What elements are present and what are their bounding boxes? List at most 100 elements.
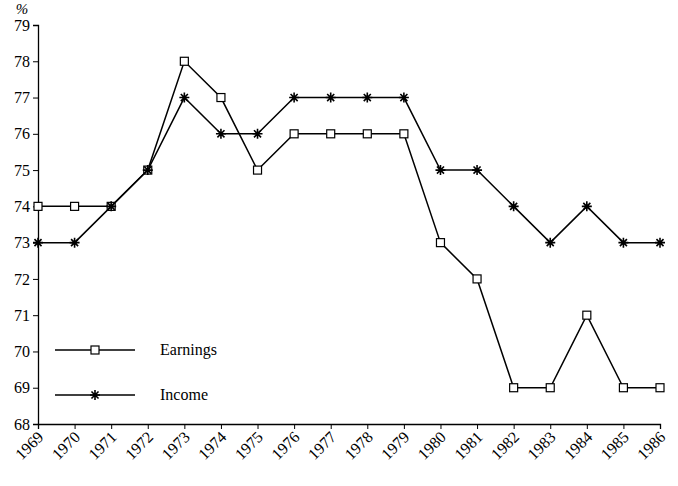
x-tick-mark xyxy=(587,424,588,429)
series-marker xyxy=(582,201,592,211)
series-marker xyxy=(327,130,335,138)
y-axis: 686970717273747576777879 xyxy=(14,17,39,433)
series-marker xyxy=(216,129,226,139)
y-tick-mark xyxy=(33,315,38,316)
series-marker xyxy=(33,238,43,248)
x-tick-label: 1986 xyxy=(634,428,669,463)
series-marker xyxy=(362,93,372,103)
x-tick-label: 1974 xyxy=(195,428,230,463)
x-tick: 1973 xyxy=(158,424,193,463)
series-marker xyxy=(473,275,481,283)
x-tick-label: 1982 xyxy=(488,428,523,463)
x-axis-line xyxy=(39,425,661,430)
series-marker xyxy=(546,384,554,392)
y-tick: 76 xyxy=(14,125,38,142)
x-tick-mark xyxy=(367,424,368,429)
series-marker xyxy=(510,384,518,392)
x-tick-label: 1969 xyxy=(12,428,47,463)
series-marker xyxy=(106,201,116,211)
x-tick-mark xyxy=(514,424,515,429)
x-tick-mark xyxy=(75,424,76,429)
x-tick: 1986 xyxy=(634,424,669,463)
legend-label: Earnings xyxy=(160,341,217,359)
legend-marker xyxy=(90,390,100,400)
series-marker xyxy=(618,238,628,248)
x-tick-mark xyxy=(440,424,441,429)
x-tick-label: 1983 xyxy=(524,428,559,463)
x-tick: 1972 xyxy=(122,424,157,463)
series-marker xyxy=(545,238,555,248)
x-tick-label: 1977 xyxy=(305,428,340,463)
x-tick: 1979 xyxy=(378,424,413,463)
series-marker xyxy=(217,94,225,102)
y-tick-label: 78 xyxy=(14,53,30,70)
series-marker xyxy=(144,166,152,174)
x-tick-label: 1973 xyxy=(158,428,193,463)
series-line xyxy=(38,98,660,243)
x-tick-label: 1971 xyxy=(85,428,120,463)
y-tick: 77 xyxy=(14,89,38,106)
y-tick-mark xyxy=(33,424,38,425)
legend: Earnings Income xyxy=(55,341,217,403)
x-axis: 1969197019711972197319741975197619771978… xyxy=(12,424,669,463)
x-tick-mark xyxy=(38,424,39,429)
y-tick-label: 72 xyxy=(14,271,30,288)
x-tick: 1969 xyxy=(12,424,47,463)
series-marker xyxy=(655,238,665,248)
x-tick-mark xyxy=(550,424,551,429)
y-tick: 72 xyxy=(14,271,38,288)
series-marker xyxy=(399,93,409,103)
x-tick: 1980 xyxy=(414,424,449,463)
y-tick-label: 75 xyxy=(14,162,30,179)
x-tick: 1975 xyxy=(232,424,267,463)
x-tick-mark xyxy=(294,424,295,429)
x-tick-mark xyxy=(184,424,185,429)
x-tick: 1985 xyxy=(597,424,632,463)
series-marker xyxy=(583,311,591,319)
y-axis-title: % xyxy=(16,1,29,17)
y-tick-label: 77 xyxy=(14,89,30,106)
series-marker xyxy=(34,202,42,210)
series-marker xyxy=(472,165,482,175)
x-tick-mark xyxy=(148,424,149,429)
y-tick-mark xyxy=(33,279,38,280)
x-tick-label: 1980 xyxy=(414,428,449,463)
x-tick-label: 1975 xyxy=(232,428,267,463)
x-tick: 1970 xyxy=(49,424,84,463)
x-tick-mark xyxy=(111,424,112,429)
x-tick-mark xyxy=(477,424,478,429)
series-marker xyxy=(71,202,79,210)
y-tick: 78 xyxy=(14,53,38,70)
x-tick: 1971 xyxy=(85,424,120,463)
y-tick-mark xyxy=(33,170,38,171)
y-tick-mark xyxy=(33,388,38,389)
x-tick: 1977 xyxy=(305,424,340,463)
y-tick: 70 xyxy=(14,343,38,360)
x-tick: 1981 xyxy=(451,424,486,463)
x-tick: 1984 xyxy=(561,424,596,463)
series-marker xyxy=(254,166,262,174)
series-marker xyxy=(436,239,444,247)
x-tick: 1976 xyxy=(268,424,303,463)
x-tick: 1974 xyxy=(195,424,230,463)
y-tick-label: 73 xyxy=(14,234,30,251)
y-tick-mark xyxy=(33,61,38,62)
x-tick-mark xyxy=(258,424,259,429)
y-tick: 71 xyxy=(14,307,38,324)
y-tick-mark xyxy=(33,351,38,352)
y-tick-mark xyxy=(33,98,38,99)
series-marker xyxy=(509,201,519,211)
series-line xyxy=(38,61,660,387)
plot-area xyxy=(33,57,665,391)
series-marker xyxy=(253,129,263,139)
legend-label: Income xyxy=(160,386,208,403)
series-marker xyxy=(289,93,299,103)
y-tick-mark xyxy=(33,25,38,26)
x-tick-label: 1972 xyxy=(122,428,157,463)
x-tick-label: 1985 xyxy=(597,428,632,463)
y-tick: 75 xyxy=(14,162,38,179)
y-tick-mark xyxy=(33,134,38,135)
x-tick-mark xyxy=(221,424,222,429)
x-tick-mark xyxy=(331,424,332,429)
x-tick-mark xyxy=(623,424,624,429)
